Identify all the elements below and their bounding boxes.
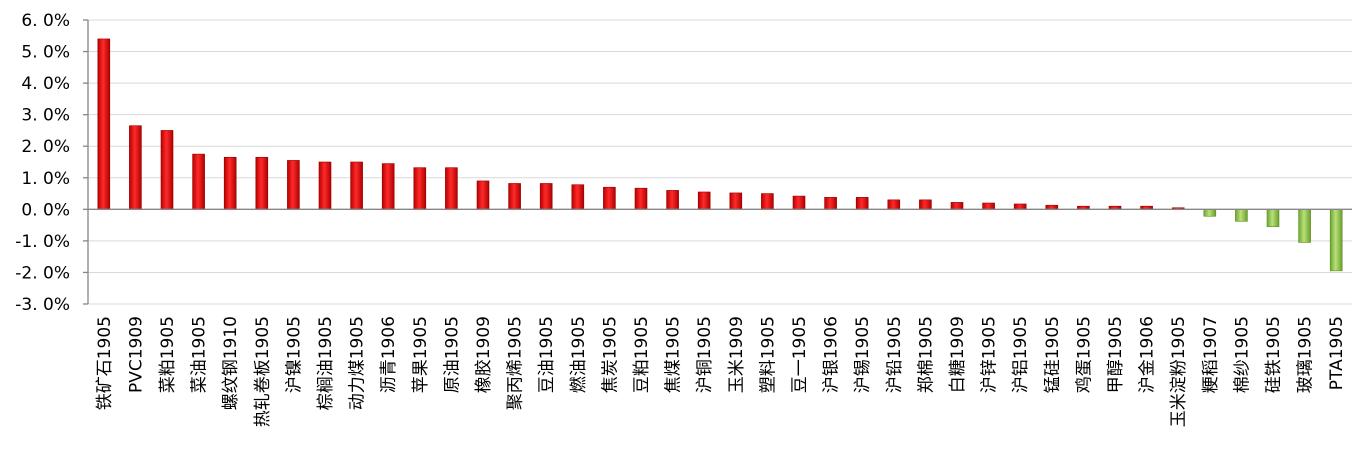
x-category-label: 白糖1909 (948, 316, 968, 393)
bar (1298, 209, 1311, 243)
bar (887, 199, 901, 210)
bar (476, 180, 490, 210)
x-category-label: PVC1909 (126, 316, 146, 393)
x-category-label: 塑料1905 (758, 316, 778, 393)
x-category-label: 沪金1906 (1138, 316, 1158, 393)
x-category-label: 动力煤1905 (348, 316, 368, 410)
y-tick-label: 4. 0% (21, 74, 70, 94)
x-category-label: 豆油1905 (537, 316, 557, 393)
x-category-label: 沪铅1905 (885, 316, 905, 393)
x-category-label: 玉米淀粉1905 (1169, 316, 1189, 427)
x-category-label: 沪镍1905 (284, 316, 304, 393)
bar (160, 130, 174, 210)
bar (1203, 209, 1217, 217)
x-category-label: 棕榈油1905 (316, 316, 336, 410)
y-tick-label: -3. 0% (15, 295, 70, 315)
y-tick-label: 2. 0% (21, 137, 70, 157)
x-category-label: 锰硅1905 (1043, 316, 1063, 393)
x-category-label: 聚丙烯1905 (506, 316, 526, 410)
bar (192, 153, 205, 210)
x-category-label: 沪锌1905 (980, 316, 1000, 393)
x-category-label: 焦炭1905 (600, 316, 620, 393)
bar (1329, 209, 1343, 272)
bar (697, 191, 711, 210)
bar (445, 167, 458, 210)
bar (792, 195, 806, 210)
x-category-label: 铁矿石1905 (95, 316, 115, 410)
bar (571, 184, 585, 210)
x-category-label: 沥青1906 (379, 316, 399, 393)
x-category-label: 沪银1906 (822, 316, 842, 393)
bar (982, 202, 995, 210)
x-category-label: 豆一1905 (790, 316, 810, 393)
x-category-label: 玻璃1905 (1296, 316, 1316, 393)
x-category-label: 菜油1905 (190, 316, 210, 393)
axes (83, 19, 1352, 305)
bars (97, 38, 1343, 272)
x-category-label: 焦煤1905 (664, 316, 684, 393)
x-category-label: 沪锡1905 (853, 316, 873, 393)
x-category-label: 豆粕1905 (632, 316, 652, 393)
x-category-label: 原油1905 (442, 316, 462, 393)
y-tick-label: -1. 0% (15, 232, 70, 252)
bar (255, 156, 269, 210)
bar (919, 199, 932, 210)
y-tick-label: -2. 0% (15, 263, 70, 283)
x-category-label: 粳稻1907 (1201, 316, 1221, 393)
bar (350, 161, 363, 210)
bar (287, 160, 300, 210)
x-category-label: 硅铁1905 (1264, 316, 1284, 393)
bar (950, 202, 964, 210)
x-category-label: 鸡蛋1905 (1074, 316, 1094, 393)
bar (729, 192, 743, 210)
bar (761, 193, 774, 210)
bar (634, 187, 648, 210)
x-category-label: 郑棉1905 (916, 316, 936, 393)
x-category-label: 菜粕1905 (158, 316, 178, 393)
bar (603, 186, 616, 210)
y-tick-label: 6. 0% (21, 11, 70, 31)
bar (508, 183, 521, 210)
bar (381, 163, 395, 210)
bar (223, 156, 237, 210)
bar (824, 197, 837, 210)
y-axis-tick-labels: 6. 0% 5. 0% 4. 0% 3. 0% 2. 0% 1. 0% 0. 0% -1. 0… (15, 11, 70, 315)
bar (666, 190, 679, 210)
x-category-label: 热轧卷板1905 (253, 316, 273, 427)
x-category-label: 沪铝1905 (1011, 316, 1031, 393)
bar (539, 183, 553, 210)
bar (1013, 203, 1027, 210)
x-category-label: PTA1905 (1327, 316, 1347, 390)
x-axis-category-labels: 铁矿石1905 PVC1909 菜粕1905 菜油1905 螺纹钢1910 热轧卷板190… (95, 316, 1347, 427)
y-tick-label: 0. 0% (21, 200, 70, 220)
x-category-label: 沪铜1905 (695, 316, 715, 393)
bar (1266, 209, 1280, 227)
x-category-label: 燃油1905 (569, 316, 589, 393)
x-category-label: 甲醇1905 (1106, 316, 1126, 393)
x-category-label: 玉米1909 (727, 316, 747, 393)
bar (413, 167, 427, 210)
bar (97, 38, 111, 210)
y-tick-label: 3. 0% (21, 106, 70, 126)
y-tick-label: 5. 0% (21, 43, 70, 63)
x-category-label: 螺纹钢1910 (221, 316, 241, 410)
y-tick-label: 1. 0% (21, 169, 70, 189)
x-category-label: 苹果1905 (411, 316, 431, 393)
bar (129, 125, 142, 210)
x-category-label: 棉纱1905 (1232, 316, 1252, 393)
bar (1235, 209, 1248, 222)
gridlines (88, 19, 1352, 305)
x-category-label: 橡胶1909 (474, 316, 494, 393)
bar (318, 161, 332, 210)
bar (855, 197, 869, 210)
